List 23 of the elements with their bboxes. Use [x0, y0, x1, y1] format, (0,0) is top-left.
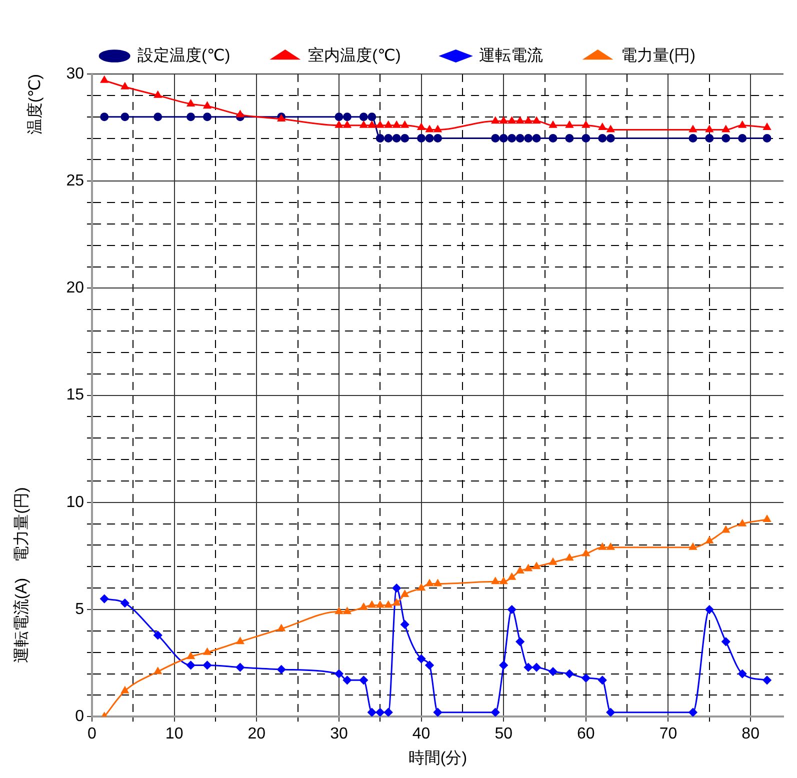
legend-label: 運転電流: [478, 46, 543, 64]
x-tick-label: 0: [88, 726, 97, 743]
text: 運転電流(A) 電力量(円): [12, 487, 30, 664]
y-axis-title: 温度(℃): [26, 74, 44, 135]
legend-label: 設定温度(℃): [138, 46, 230, 64]
y-tick-label: 30: [66, 65, 84, 82]
x-tick-label: 10: [165, 726, 184, 743]
x-axis-title: 時間(分): [408, 748, 468, 767]
x-tick-label: 20: [248, 726, 266, 743]
legend-label: 室内温度(℃): [308, 46, 401, 64]
y-tick-label: 10: [66, 494, 84, 511]
legend-label: 電力量(円): [620, 46, 696, 64]
x-tick-label: 30: [330, 726, 348, 743]
x-tick-label: 50: [494, 726, 513, 743]
y-tick-label: 20: [66, 280, 84, 297]
x-tick-label: 40: [412, 726, 430, 743]
y-tick-label: 15: [66, 386, 84, 404]
x-tick-label: 70: [659, 726, 678, 743]
y-tick-label: 25: [66, 172, 84, 190]
y-tick-label: 0: [75, 708, 84, 726]
x-tick-label: 60: [577, 726, 595, 743]
x-tick-label: 80: [742, 726, 760, 743]
y-tick-label: 5: [75, 600, 84, 618]
